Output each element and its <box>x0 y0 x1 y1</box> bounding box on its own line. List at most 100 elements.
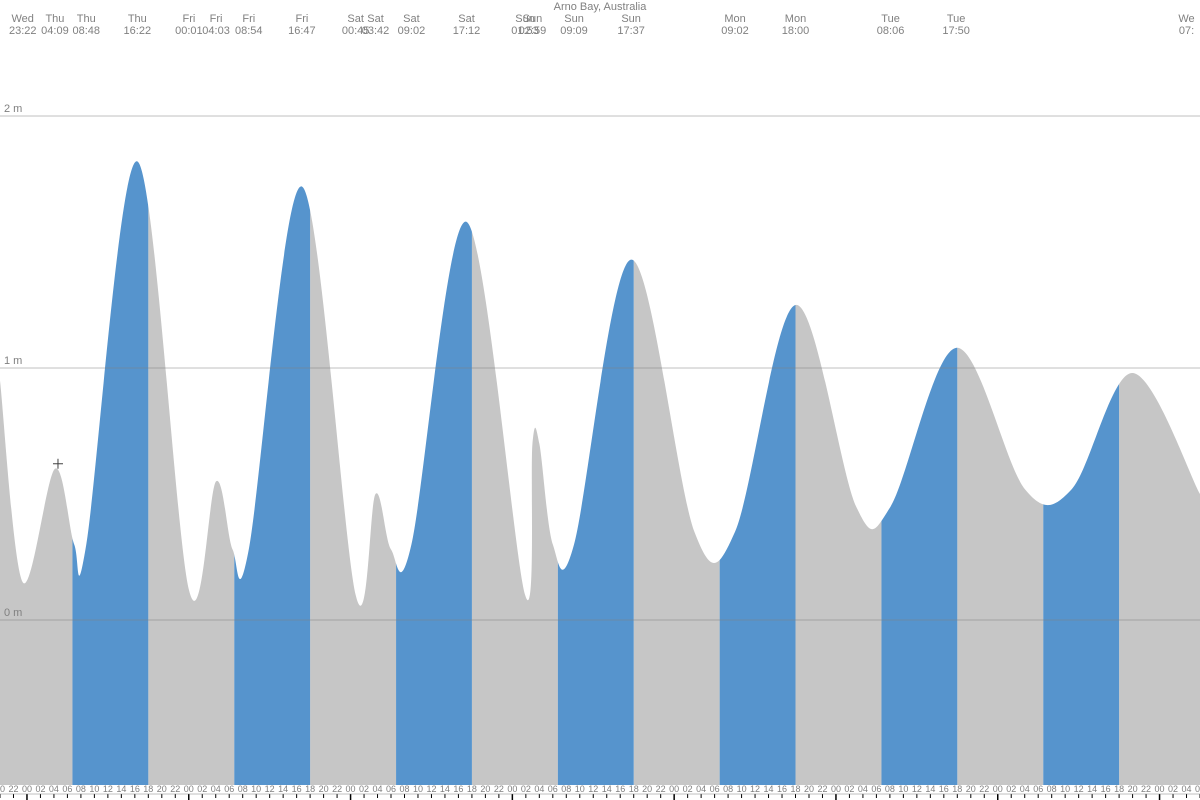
x-hour-label: 06 <box>62 784 72 794</box>
top-day-label: Thu <box>128 13 147 25</box>
top-time-label: 17:12 <box>453 25 481 37</box>
top-day-label: Sun <box>523 13 543 25</box>
top-time-label: 00:01 <box>175 25 203 37</box>
top-time-label: 17:50 <box>942 25 970 37</box>
top-day-label: Fri <box>242 13 255 25</box>
x-hour-label: 12 <box>1074 784 1084 794</box>
x-hour-label: 08 <box>885 784 895 794</box>
x-hour-label: 12 <box>912 784 922 794</box>
x-hour-label: 06 <box>710 784 720 794</box>
x-hour-label: 04 <box>696 784 706 794</box>
x-hour-label: 10 <box>898 784 908 794</box>
x-hour-label: 22 <box>1141 784 1151 794</box>
x-hour-label: 16 <box>777 784 787 794</box>
x-hour-label: 12 <box>265 784 275 794</box>
x-hour-label: 06 <box>548 784 558 794</box>
top-day-label: Thu <box>45 13 64 25</box>
top-time-label: 18:00 <box>782 25 810 37</box>
x-hour-label: 18 <box>143 784 153 794</box>
x-hour-label: 06 <box>1033 784 1043 794</box>
x-hour-label: 10 <box>1060 784 1070 794</box>
top-time-label: 09:02 <box>398 25 426 37</box>
top-day-label: Sat <box>347 13 364 25</box>
x-hour-label: 16 <box>453 784 463 794</box>
x-hour-label: 02 <box>35 784 45 794</box>
top-time-label: 09:09 <box>560 25 588 37</box>
x-hour-label: 02 <box>1168 784 1178 794</box>
x-hour-label: 18 <box>629 784 639 794</box>
x-hour-label: 20 <box>1128 784 1138 794</box>
top-time-label: 08:48 <box>73 25 101 37</box>
top-time-label: 04:09 <box>41 25 69 37</box>
x-hour-label: 14 <box>116 784 126 794</box>
x-hour-label: 00 <box>22 784 32 794</box>
x-hour-label: 18 <box>1114 784 1124 794</box>
x-hour-label: 22 <box>979 784 989 794</box>
x-hour-label: 12 <box>588 784 598 794</box>
top-time-label: 17:37 <box>617 25 645 37</box>
x-hour-label: 14 <box>764 784 774 794</box>
top-time-label: 08:54 <box>235 25 263 37</box>
top-time-label: 08:06 <box>877 25 905 37</box>
x-hour-label: 04 <box>858 784 868 794</box>
top-day-label: Tue <box>881 13 900 25</box>
top-day-label: Wed <box>12 13 34 25</box>
top-day-label: Sat <box>367 13 384 25</box>
x-hour-label: 14 <box>602 784 612 794</box>
top-time-label: 04:03 <box>202 25 230 37</box>
x-hour-label: 08 <box>1047 784 1057 794</box>
x-hour-label: 14 <box>925 784 935 794</box>
x-hour-label: 10 <box>251 784 261 794</box>
x-hour-label: 22 <box>817 784 827 794</box>
x-hour-label: 00 <box>831 784 841 794</box>
top-time-label: 02:59 <box>519 25 547 37</box>
x-hour-label: 16 <box>1101 784 1111 794</box>
top-day-label: Sun <box>564 13 584 25</box>
x-hour-label: 20 <box>319 784 329 794</box>
y-axis-label: 2 m <box>4 103 22 115</box>
x-hour-label: 02 <box>197 784 207 794</box>
x-hour-label: 22 <box>656 784 666 794</box>
top-day-label: Mon <box>785 13 806 25</box>
y-axis-label: 0 m <box>4 607 22 619</box>
x-hour-label: 16 <box>615 784 625 794</box>
x-hour-label: 00 <box>1155 784 1165 794</box>
x-hour-label: 00 <box>184 784 194 794</box>
tide-chart: 2 m1 m0 mArno Bay, AustraliaWed23:22Thu0… <box>0 0 1200 800</box>
x-hour-label: 12 <box>103 784 113 794</box>
x-hour-label: 22 <box>8 784 18 794</box>
x-hour-label: 04 <box>1182 784 1192 794</box>
x-hour-label: 00 <box>993 784 1003 794</box>
x-hour-label: 06 <box>871 784 881 794</box>
x-hour-label: 08 <box>399 784 409 794</box>
x-hour-label: 20 <box>0 784 5 794</box>
top-time-label: 16:47 <box>288 25 316 37</box>
top-day-label: Fri <box>182 13 195 25</box>
top-time-label: 07: <box>1179 25 1194 37</box>
top-day-label: We <box>1178 13 1194 25</box>
x-hour-label: 14 <box>440 784 450 794</box>
x-hour-label: 06 <box>386 784 396 794</box>
x-hour-label: 18 <box>305 784 315 794</box>
x-hour-label: 20 <box>804 784 814 794</box>
top-day-label: Fri <box>295 13 308 25</box>
x-hour-label: 10 <box>89 784 99 794</box>
x-hour-label: 02 <box>521 784 531 794</box>
x-hour-label: 08 <box>561 784 571 794</box>
x-hour-label: 12 <box>426 784 436 794</box>
x-hour-label: 10 <box>575 784 585 794</box>
x-hour-label: 10 <box>737 784 747 794</box>
chart-title: Arno Bay, Australia <box>554 1 648 13</box>
x-hour-label: 18 <box>467 784 477 794</box>
x-hour-label: 08 <box>238 784 248 794</box>
x-hour-label: 22 <box>332 784 342 794</box>
x-hour-label: 08 <box>76 784 86 794</box>
x-hour-label: 12 <box>750 784 760 794</box>
x-hour-label: 06 <box>1195 784 1200 794</box>
top-day-label: Fri <box>210 13 223 25</box>
x-hour-label: 22 <box>170 784 180 794</box>
top-day-label: Thu <box>77 13 96 25</box>
top-time-label: 09:02 <box>721 25 749 37</box>
x-hour-label: 04 <box>534 784 544 794</box>
x-hour-label: 10 <box>413 784 423 794</box>
